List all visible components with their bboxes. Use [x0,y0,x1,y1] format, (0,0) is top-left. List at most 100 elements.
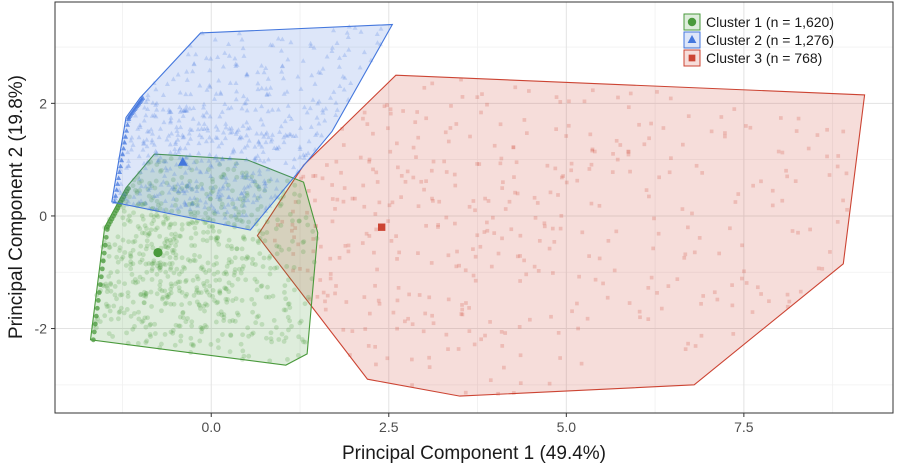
cluster-3-point [467,204,472,209]
panel-background [55,2,893,413]
cluster-1-point [274,265,280,271]
cluster-1-point [199,329,204,335]
cluster-3-point [759,179,763,184]
cluster-2-point [125,149,131,155]
cluster-1-point [153,178,159,184]
cluster-1-point [208,185,214,191]
cluster-2-point [266,91,272,97]
cluster-1-edge-point [99,266,105,272]
cluster-2-point [244,71,250,77]
legend-item-cluster-3: Cluster 3 (n = 768) [683,49,822,67]
cluster-1-point [154,291,160,297]
cluster-3-point [373,212,378,216]
cluster-1-point [149,266,155,271]
cluster-2-point [233,61,239,66]
cluster-1-edge-point [126,186,131,191]
cluster-3-point [628,91,633,96]
cluster-1-point [157,282,163,288]
cluster-1-point [145,233,151,238]
cluster-1-point [189,341,194,347]
cluster-1-point [204,302,210,308]
cluster-2-point [337,83,343,89]
cluster-2-point [253,155,259,160]
cluster-3-point [427,355,431,360]
cluster-1-point [120,215,126,221]
cluster-3-point [715,297,720,302]
cluster-1-point [122,281,128,287]
cluster-1-point [231,167,237,173]
cluster-2-point [199,186,205,192]
cluster-3-point [548,190,553,195]
cluster-3-point [468,134,472,139]
cluster-3-point [313,198,317,203]
cluster-3-point [501,180,505,185]
cluster-3-point [798,289,803,294]
cluster-1-point [190,200,196,206]
cluster-3-point [561,174,565,178]
cluster-2-point [168,118,174,123]
cluster-2-point [176,149,182,155]
cluster-2-point [153,102,159,107]
cluster-1-point [139,213,145,219]
cluster-1-point [149,197,154,203]
cluster-2-point [154,193,160,198]
cluster-1-point [172,235,178,240]
cluster-2-point [187,195,193,201]
cluster-1-point [199,181,204,187]
cluster-2-point [174,128,180,133]
cluster-1-edge-point [90,337,96,343]
cluster-1-point [165,294,171,300]
cluster-3-point [460,95,465,99]
cluster-3-point [564,180,569,185]
cluster-3-point [390,200,395,205]
cluster-1-point [310,229,316,234]
cluster-2-point [269,136,275,142]
cluster-1-point [185,316,190,321]
cluster-2-point [234,62,240,67]
cluster-1-point [199,326,205,332]
cluster-3-point [815,133,820,137]
cluster-1-point [244,170,249,176]
cluster-3-point [794,129,799,133]
cluster-3-point [361,116,365,121]
cluster-1-point [189,201,195,207]
cluster-2-point [217,161,223,166]
cluster-2-point [149,137,155,143]
cluster-2-point [259,103,265,109]
cluster-2-point [141,138,147,144]
cluster-2-point [179,188,185,193]
cluster-2-point [138,169,144,175]
cluster-1-point [125,340,131,346]
cluster-3-point [311,249,316,254]
cluster-1-point [173,281,179,287]
cluster-1-point [276,244,282,250]
cluster-1-point [115,259,121,265]
cluster-2-point [279,63,285,69]
cluster-1-point [173,322,179,328]
cluster-2-point [201,113,207,119]
cluster-2-point [200,104,206,110]
cluster-2-point [295,168,301,174]
cluster-1-point [125,294,131,299]
cluster-3-point [580,230,585,235]
cluster-3-point [449,104,453,108]
cluster-1-point [140,252,146,258]
cluster-2-point [268,176,274,182]
cluster-3-point [723,131,727,135]
cluster-1-edge-point [96,290,102,295]
cluster-1-point [194,289,199,295]
cluster-3-point [444,215,449,220]
cluster-3-point [395,257,399,261]
cluster-1-point [280,193,286,199]
cluster-2-point [174,124,180,130]
cluster-3-point [455,249,459,254]
cluster-2-point [197,82,203,88]
cluster-1-point [221,271,227,277]
cluster-1-point [219,201,225,207]
cluster-2-point [275,106,281,112]
cluster-2-point [261,134,267,139]
cluster-3-point [272,238,277,243]
cluster-3-point [436,225,440,229]
cluster-1-point [130,299,136,305]
cluster-3-point [518,353,523,358]
